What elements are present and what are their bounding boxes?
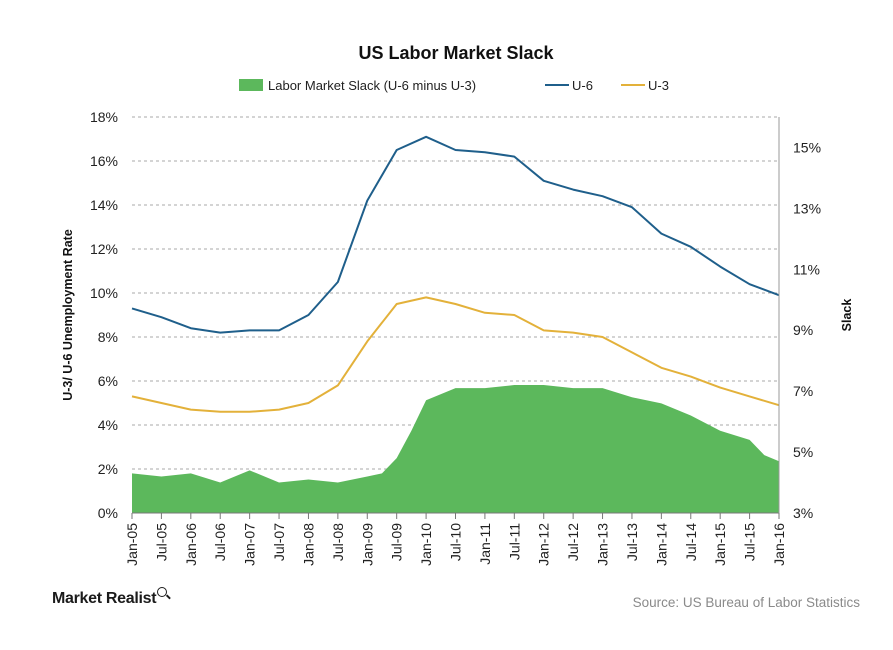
- y-tick-label-left: 10%: [90, 285, 118, 301]
- legend-label: U-6: [572, 78, 593, 93]
- x-tick-label: Jul-11: [506, 523, 522, 560]
- legend-label: Labor Market Slack (U-6 minus U-3): [268, 78, 476, 93]
- y-tick-label-right: 11%: [793, 261, 820, 277]
- x-tick-label: Jan-12: [536, 523, 552, 566]
- x-tick-label: Jan-09: [359, 523, 375, 566]
- x-tick-label: Jul-05: [153, 523, 169, 561]
- y-tick-label-right: 7%: [793, 383, 813, 399]
- x-tick-label: Jul-14: [683, 523, 699, 561]
- series-line-u-3: [131, 296, 780, 413]
- slack-area-layer: [132, 385, 779, 513]
- y-tick-label-left: 18%: [90, 109, 118, 125]
- x-tick-label: Jan-10: [418, 523, 434, 566]
- x-tick-label: Jul-13: [624, 523, 640, 561]
- y-tick-label-left: 12%: [90, 241, 118, 257]
- x-tick-label: Jan-06: [183, 523, 199, 566]
- y-tick-label-left: 2%: [98, 461, 118, 477]
- legend: Labor Market Slack (U-6 minus U-3) U-6 U-3: [239, 78, 669, 93]
- legend-swatch-slack: [239, 79, 263, 91]
- source-note: Source: US Bureau of Labor Statistics: [632, 595, 860, 610]
- y-axis-label-right: Slack: [840, 299, 854, 332]
- y-tick-label-right: 5%: [793, 444, 813, 460]
- y-tick-label-left: 8%: [98, 329, 118, 345]
- x-tick-label: Jul-08: [330, 523, 346, 561]
- y-tick-label-left: 0%: [98, 505, 118, 521]
- y-tick-label-left: 4%: [98, 417, 118, 433]
- brand-text: Market Realist: [52, 590, 157, 607]
- y-tick-label-left: 6%: [98, 373, 118, 389]
- x-tick-label: Jul-15: [742, 523, 758, 561]
- y-tick-label-right: 13%: [793, 200, 821, 216]
- right-axis-ticks: 3% 5% 7% 9% 11% 13% 15%: [793, 139, 821, 521]
- x-tick-label: Jul-12: [565, 523, 581, 561]
- y-tick-label-right: 15%: [793, 139, 821, 155]
- x-tick-label: Jan-14: [653, 523, 669, 566]
- y-tick-label-right: 3%: [793, 505, 813, 521]
- magnifier-icon: [157, 587, 168, 597]
- x-tick-label: Jan-15: [712, 523, 728, 566]
- series-area-slack: [132, 385, 779, 513]
- line-layer: [131, 135, 780, 413]
- x-tick-label: Jul-07: [271, 523, 287, 561]
- left-axis-ticks: 0% 2% 4% 6% 8% 10% 12% 14% 16% 18%: [90, 109, 118, 521]
- y-tick-label-left: 16%: [90, 153, 118, 169]
- y-axis-label-left: U-3/ U-6 Unemployment Rate: [61, 229, 75, 401]
- x-tick-label: Jul-09: [389, 523, 405, 561]
- brand-logo: Market Realist: [52, 587, 168, 608]
- x-axis-ticks: Jan-05 Jul-05 Jan-06 Jul-06 Jan-07 Jul-07 Jan-…: [124, 513, 787, 566]
- series-line-u-6: [131, 135, 780, 334]
- x-tick-label: Jan-08: [300, 523, 316, 566]
- legend-label: U-3: [648, 78, 669, 93]
- x-tick-label: Jan-11: [477, 523, 493, 565]
- x-tick-label: Jan-05: [124, 523, 140, 566]
- x-tick-label: Jul-10: [448, 523, 464, 561]
- chart-title: US Labor Market Slack: [358, 43, 554, 63]
- x-tick-label: Jan-16: [771, 523, 787, 566]
- x-tick-label: Jan-13: [595, 523, 611, 566]
- x-tick-label: Jul-06: [212, 523, 228, 561]
- y-tick-label-right: 9%: [793, 322, 813, 338]
- y-tick-label-left: 14%: [90, 197, 118, 213]
- x-tick-label: Jan-07: [242, 523, 258, 566]
